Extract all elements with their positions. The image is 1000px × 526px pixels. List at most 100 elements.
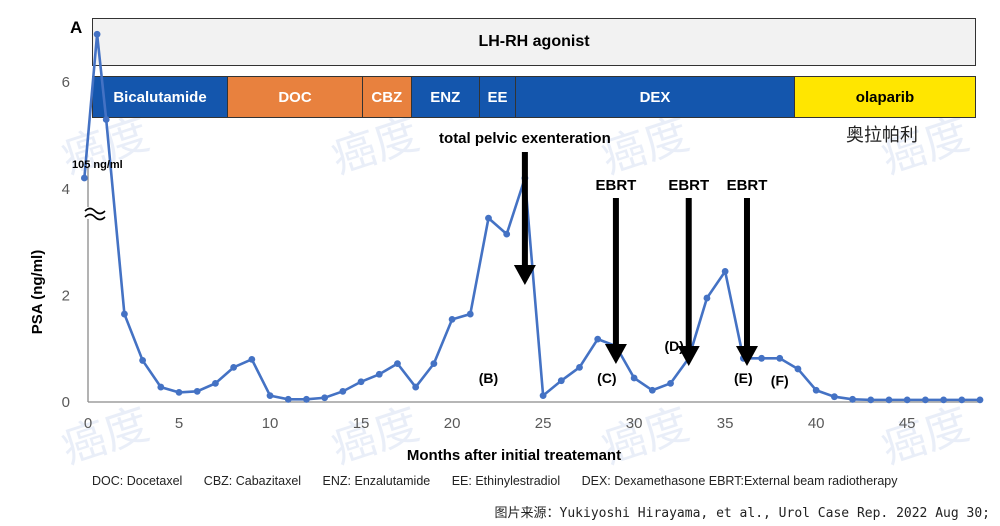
psa-data-point — [557, 377, 565, 385]
psa-data-point — [430, 360, 438, 368]
annotation-ebrt: EBRT — [668, 177, 709, 194]
psa-data-point — [667, 379, 674, 387]
psa-data-point — [93, 30, 101, 38]
axis-break-mark — [84, 213, 106, 221]
y-axis-label: PSA (ng/ml) — [29, 250, 46, 334]
annotation-label: (F) — [771, 373, 789, 389]
psa-data-point — [867, 396, 875, 404]
annotation-label: (D) — [664, 338, 683, 354]
psa-data-point — [812, 386, 820, 394]
psa-data-point — [849, 395, 856, 403]
x-tick-label: 5 — [175, 415, 183, 432]
psa-data-point — [721, 268, 729, 275]
y-tick-label: 4 — [62, 181, 70, 198]
axis-break-mark — [84, 207, 106, 215]
psa-data-point — [758, 354, 765, 362]
annotation-label: (E) — [734, 370, 753, 386]
psa-data-point — [776, 354, 784, 362]
psa-data-point — [157, 383, 165, 391]
y-tick-label: 0 — [62, 394, 70, 411]
psa-data-point — [212, 379, 219, 387]
psa-data-point — [576, 363, 583, 371]
drug-segment-ee: EE — [479, 77, 516, 117]
x-tick-label: 40 — [808, 415, 825, 432]
psa-data-point — [630, 374, 638, 382]
psa-data-point — [193, 387, 201, 395]
axis-break-mask — [84, 207, 108, 219]
legend-dex-ebrt: DEX: Dexamethasone EBRT:External beam ra… — [581, 474, 898, 488]
drug-segment-bicalutamide: Bicalutamide — [93, 77, 228, 117]
x-tick-label: 0 — [84, 415, 92, 432]
panel-label: A — [70, 18, 83, 37]
psa-data-point — [175, 389, 183, 396]
psa-data-point — [466, 310, 474, 318]
psa-data-point — [830, 393, 838, 401]
psa-data-point — [412, 383, 420, 391]
psa-data-point — [976, 396, 984, 404]
annotation-arrow-head — [604, 344, 627, 364]
x-tick-label: 15 — [353, 415, 370, 432]
x-tick-label: 10 — [262, 415, 279, 432]
annotation-arrow-head — [677, 346, 700, 366]
psa-data-point — [303, 395, 310, 403]
y-tick-label: 6 — [62, 74, 70, 91]
psa-line-chart: 0 5 10 15 20 25 30 35 40 45 0 2 4 6 Months after initi… — [29, 30, 984, 464]
x-tick-label: 35 — [717, 415, 734, 432]
x-tick-label: 45 — [899, 415, 916, 432]
annotation-ebrt: EBRT — [595, 177, 636, 194]
psa-data-point — [266, 392, 274, 400]
x-tick-label: 30 — [626, 415, 643, 432]
psa-data-point — [339, 387, 347, 395]
annotation-ebrt: EBRT — [727, 177, 768, 194]
annotation-pelvic-exenteration: total pelvic exenteration — [439, 130, 611, 147]
annotation-arrow-head — [735, 346, 758, 366]
psa-data-point — [248, 355, 256, 363]
psa-data-point — [503, 230, 511, 238]
x-axis-label: Months after initial treatemant — [407, 447, 621, 464]
psa-data-point — [594, 335, 602, 343]
psa-data-point — [448, 315, 456, 323]
psa-data-point — [321, 394, 329, 402]
psa-data-point — [80, 174, 88, 182]
psa-data-point — [394, 360, 401, 368]
legend-doc: DOC: Docetaxel — [92, 474, 183, 488]
psa-data-point — [703, 294, 711, 302]
x-tick-label: 20 — [444, 415, 461, 432]
psa-data-point — [139, 357, 147, 364]
drug-segment-doc: DOC — [228, 77, 363, 117]
psa-data-point — [539, 392, 547, 400]
psa-data-point — [903, 396, 911, 404]
psa-data-point — [230, 363, 238, 371]
annotation-arrow-head — [513, 265, 536, 285]
psa-data-point — [284, 395, 292, 403]
annotation-label: (B) — [479, 370, 498, 386]
y-tick-label: 2 — [62, 287, 70, 304]
image-source: 图片来源：Yukiyoshi Hirayama, et al., Urol Ca… — [494, 506, 990, 521]
psa-data-point — [885, 396, 893, 404]
olaparib-chinese-label: 奥拉帕利 — [846, 125, 918, 146]
x-tick-label: 25 — [535, 415, 552, 432]
psa-data-point — [648, 386, 656, 394]
abbreviation-legend: DOC: Docetaxel CBZ: Cabazitaxel ENZ: Enz… — [92, 474, 916, 488]
psa-data-point — [357, 378, 365, 386]
psa-data-point — [940, 396, 947, 404]
drug-segment-enz: ENZ — [411, 77, 480, 117]
top-value-label: 105 ng/ml — [72, 159, 123, 171]
drug-timeline: Bicalutamide DOC CBZ ENZ EE DEX olaparib — [92, 76, 976, 118]
therapy-bar-label: LH-RH agonist — [478, 33, 590, 50]
drug-segment-cbz: CBZ — [363, 77, 412, 117]
psa-data-point — [375, 370, 383, 378]
psa-data-point — [921, 396, 929, 404]
psa-data-point — [958, 396, 966, 404]
legend-enz: ENZ: Enzalutamide — [322, 474, 431, 488]
psa-data-point — [121, 310, 128, 318]
annotation-label: (C) — [597, 370, 616, 386]
legend-ee: EE: Ethinylestradiol — [451, 474, 561, 488]
legend-cbz: CBZ: Cabazitaxel — [203, 474, 302, 488]
drug-segment-olaparib: olaparib — [794, 77, 975, 117]
drug-segment-dex: DEX — [515, 77, 795, 117]
psa-data-point — [794, 365, 802, 373]
psa-series-line — [83, 34, 980, 402]
therapy-bar-lhrh: LH-RH agonist — [92, 18, 976, 66]
